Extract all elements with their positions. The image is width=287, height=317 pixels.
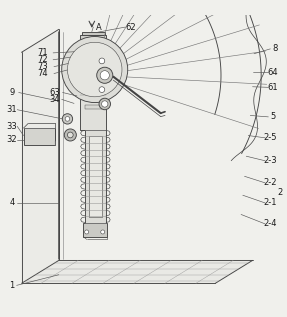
- Circle shape: [100, 71, 109, 80]
- Circle shape: [67, 42, 122, 97]
- Text: 1: 1: [9, 281, 15, 290]
- Text: 63: 63: [49, 88, 60, 97]
- Bar: [85, 94, 102, 98]
- Circle shape: [99, 58, 105, 64]
- Text: 73: 73: [37, 62, 48, 71]
- Bar: [85, 61, 102, 66]
- Circle shape: [65, 117, 70, 121]
- Circle shape: [99, 87, 105, 93]
- Circle shape: [64, 129, 76, 141]
- Bar: [80, 41, 106, 130]
- Text: 62: 62: [125, 23, 136, 32]
- Circle shape: [101, 230, 105, 234]
- Bar: [24, 128, 55, 145]
- Text: 5: 5: [270, 113, 275, 121]
- Text: A: A: [96, 23, 102, 32]
- Bar: [85, 83, 102, 87]
- Circle shape: [97, 67, 113, 83]
- Text: 33: 33: [7, 122, 18, 131]
- Text: 2: 2: [277, 188, 282, 197]
- Text: 2-5: 2-5: [263, 133, 277, 142]
- Text: 2-2: 2-2: [263, 178, 277, 187]
- Circle shape: [102, 101, 108, 107]
- Text: 4: 4: [9, 198, 15, 208]
- Text: 74: 74: [37, 69, 48, 78]
- Circle shape: [67, 132, 73, 138]
- Bar: [85, 72, 102, 76]
- Text: 2-3: 2-3: [263, 156, 277, 165]
- Circle shape: [85, 230, 89, 234]
- Text: 2-1: 2-1: [263, 198, 277, 208]
- Bar: [82, 32, 105, 35]
- Bar: [85, 105, 102, 109]
- Bar: [83, 223, 107, 236]
- Text: 8: 8: [273, 44, 278, 53]
- Text: 9: 9: [9, 88, 15, 97]
- Bar: [89, 136, 102, 217]
- Text: 61: 61: [267, 83, 278, 92]
- Bar: [85, 50, 102, 55]
- Text: 64: 64: [267, 68, 278, 77]
- Bar: [80, 35, 106, 41]
- Text: 34: 34: [49, 95, 60, 104]
- Text: 32: 32: [7, 135, 18, 144]
- Polygon shape: [22, 29, 59, 283]
- Bar: [85, 130, 106, 223]
- Text: 71: 71: [37, 49, 48, 57]
- Text: 72: 72: [37, 55, 48, 64]
- Text: 2-4: 2-4: [263, 219, 277, 229]
- Circle shape: [62, 36, 128, 102]
- Circle shape: [62, 114, 73, 124]
- Circle shape: [99, 98, 110, 110]
- Polygon shape: [22, 260, 253, 283]
- Text: 31: 31: [7, 105, 18, 114]
